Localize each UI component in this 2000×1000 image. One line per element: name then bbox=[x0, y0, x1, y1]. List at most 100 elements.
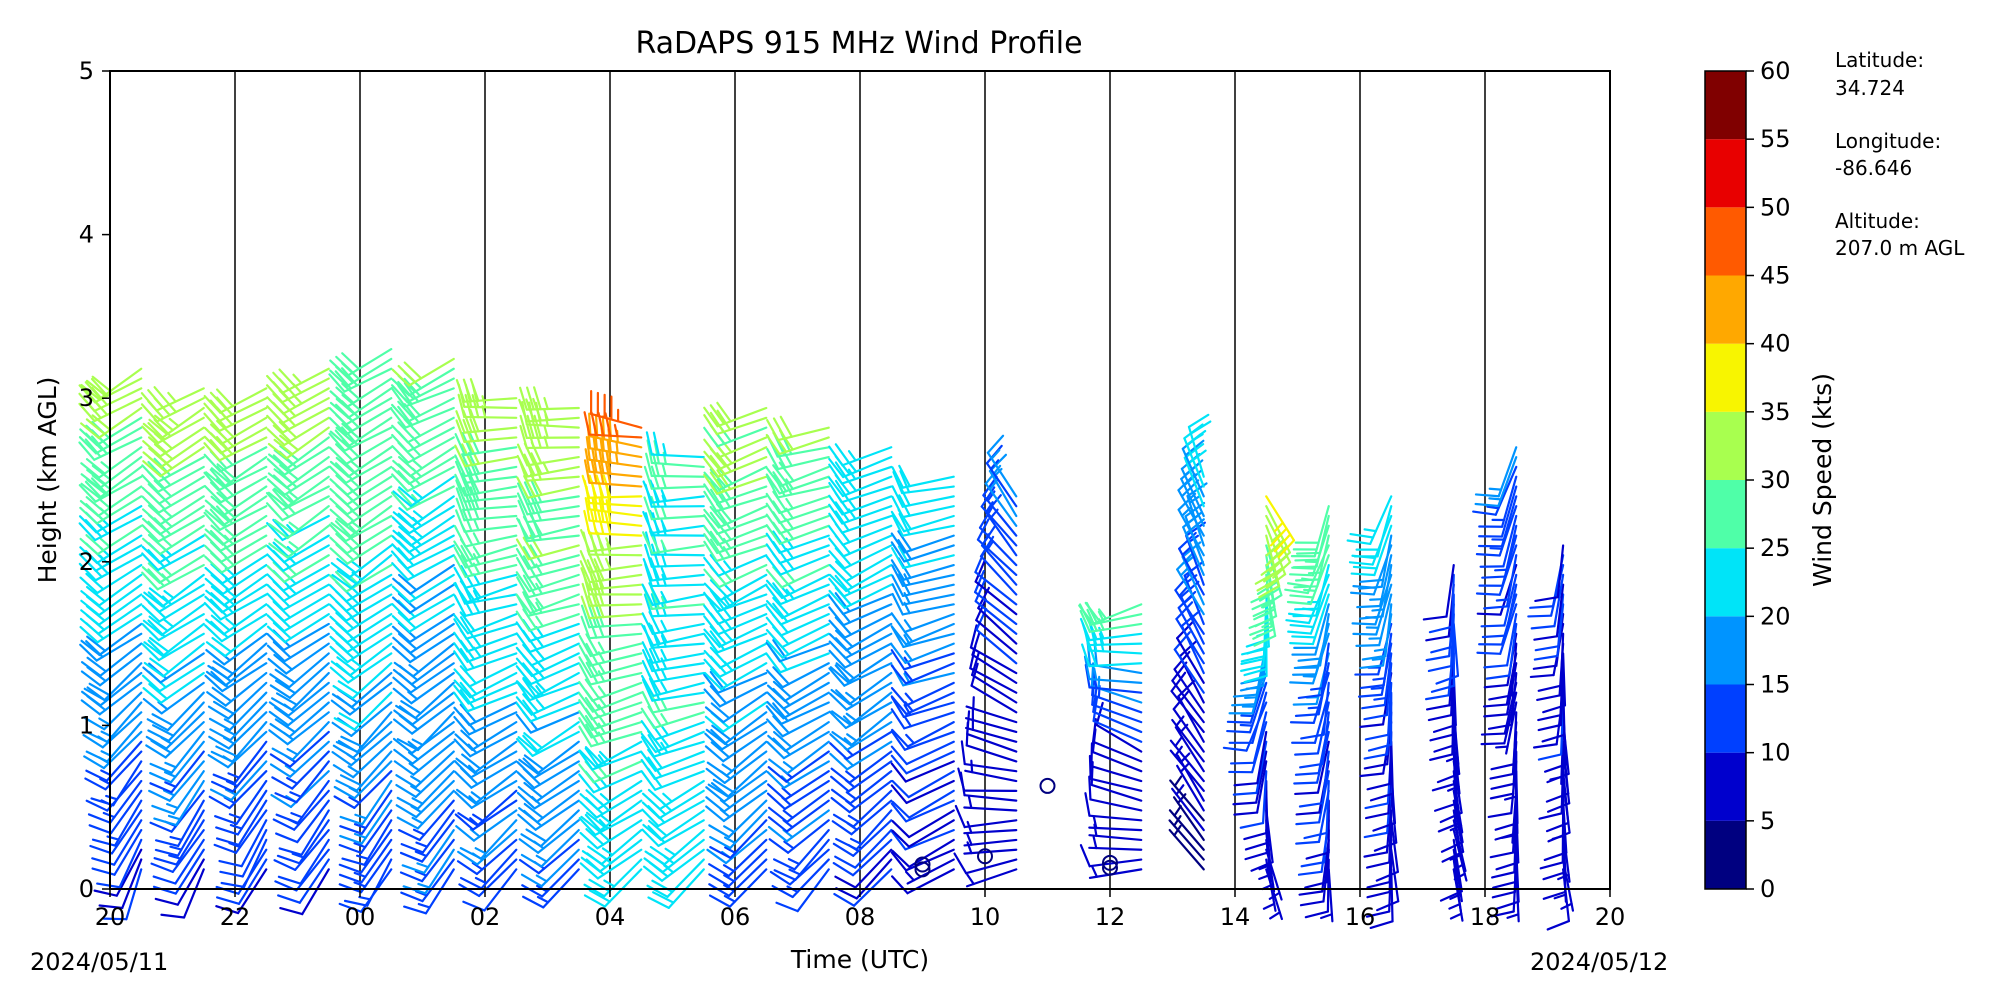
wind-barb bbox=[1534, 544, 1565, 603]
y-tick-label: 0 bbox=[79, 875, 94, 903]
barb-staff bbox=[410, 701, 455, 735]
barb-flag bbox=[210, 585, 231, 603]
barb-staff bbox=[776, 446, 830, 458]
barb-flag bbox=[141, 552, 160, 572]
wind-barb bbox=[1176, 620, 1205, 684]
barb-staff bbox=[463, 593, 518, 605]
barb-flag bbox=[703, 568, 721, 589]
barb-staff bbox=[979, 555, 1018, 596]
barb-staff bbox=[470, 779, 518, 809]
barb-flag bbox=[645, 452, 653, 477]
wind-barb bbox=[79, 524, 143, 556]
barb-staff bbox=[1560, 730, 1565, 786]
barb-flag bbox=[891, 495, 905, 519]
barb-flag bbox=[211, 636, 232, 653]
barb-flag bbox=[828, 619, 846, 639]
barb-flag bbox=[640, 674, 655, 697]
barb-flag bbox=[828, 710, 848, 730]
barb-flag bbox=[643, 857, 664, 874]
x-tick-label: 10 bbox=[970, 903, 1001, 931]
barb-staff bbox=[283, 446, 330, 476]
barb-half-flag bbox=[536, 895, 550, 904]
barb-flag bbox=[516, 482, 529, 506]
barb-half-flag bbox=[347, 765, 360, 774]
barb-flag bbox=[330, 660, 352, 677]
barb-flag bbox=[1299, 900, 1325, 907]
wind-barb bbox=[329, 348, 393, 378]
barb-staff bbox=[1088, 814, 1143, 822]
wind-barb bbox=[1483, 554, 1518, 610]
barb-flag bbox=[830, 796, 851, 814]
barb-flag bbox=[141, 495, 160, 514]
barb-flag bbox=[279, 906, 304, 916]
barb-flag bbox=[766, 792, 787, 811]
barb-staff bbox=[411, 691, 455, 726]
barb-staff bbox=[525, 534, 580, 543]
barb-staff bbox=[218, 436, 268, 462]
barb-staff bbox=[219, 446, 268, 473]
barb-flag bbox=[772, 530, 788, 552]
barb-flag bbox=[709, 579, 728, 598]
barb-flag bbox=[828, 667, 846, 687]
barb-flag bbox=[834, 875, 857, 889]
barb-flag bbox=[147, 436, 168, 454]
barb-flag bbox=[271, 697, 293, 711]
barb-staff bbox=[782, 691, 830, 720]
barb-flag bbox=[1090, 662, 1095, 688]
barb-flag bbox=[765, 543, 781, 565]
barb-half-flag bbox=[1506, 913, 1520, 919]
barb-flag bbox=[331, 751, 353, 767]
barb-flag bbox=[1298, 890, 1324, 896]
barb-staff bbox=[841, 495, 893, 516]
barb-staff bbox=[1500, 475, 1518, 528]
barb-flag bbox=[522, 546, 537, 569]
barb-half-flag bbox=[353, 871, 367, 878]
barb-staff bbox=[99, 671, 143, 707]
barb-half-flag bbox=[723, 608, 733, 620]
barb-staff bbox=[407, 534, 455, 562]
wind-barb bbox=[1088, 775, 1143, 812]
barb-staff bbox=[95, 534, 143, 565]
barb-staff bbox=[105, 740, 143, 782]
wind-barb bbox=[828, 479, 893, 504]
barb-staff bbox=[282, 387, 330, 415]
barb-staff bbox=[588, 603, 643, 607]
colorbar-tick-label: 40 bbox=[1760, 330, 1791, 358]
barb-staff bbox=[849, 711, 893, 747]
barb-staff bbox=[106, 721, 143, 763]
barb-flag bbox=[209, 439, 227, 459]
barb-staff bbox=[722, 701, 768, 733]
barb-staff bbox=[174, 848, 205, 895]
barb-flag bbox=[515, 713, 532, 734]
barb-half-flag bbox=[904, 631, 914, 643]
barb-flag bbox=[153, 817, 178, 827]
barb-flag bbox=[340, 735, 364, 748]
barb-flag bbox=[1475, 592, 1501, 596]
barb-staff bbox=[350, 730, 393, 767]
wind-barb bbox=[1169, 775, 1205, 822]
barb-staff bbox=[588, 519, 643, 527]
barb-staff bbox=[537, 819, 580, 854]
barb-half-flag bbox=[1092, 815, 1098, 830]
barb-half-flag bbox=[597, 722, 607, 735]
barb-staff bbox=[529, 701, 580, 723]
barb-flag bbox=[1286, 600, 1312, 606]
barb-flag bbox=[640, 758, 656, 780]
wind-barb bbox=[141, 632, 205, 662]
barb-flag bbox=[974, 569, 985, 594]
barb-flag bbox=[273, 449, 294, 466]
barb-flag bbox=[79, 546, 99, 565]
barb-staff bbox=[345, 573, 393, 603]
wind-barb bbox=[80, 455, 143, 490]
wind-barb bbox=[1533, 583, 1565, 641]
barb-staff bbox=[466, 613, 518, 635]
wind-barb bbox=[645, 431, 705, 459]
barb-half-flag bbox=[613, 423, 619, 438]
wind-barb bbox=[703, 538, 768, 563]
wind-barb bbox=[518, 789, 580, 824]
barb-staff bbox=[1180, 477, 1205, 527]
wind-barb bbox=[212, 740, 268, 785]
barb-staff bbox=[851, 838, 893, 877]
barb-staff bbox=[222, 495, 268, 527]
barb-flag bbox=[830, 767, 851, 784]
